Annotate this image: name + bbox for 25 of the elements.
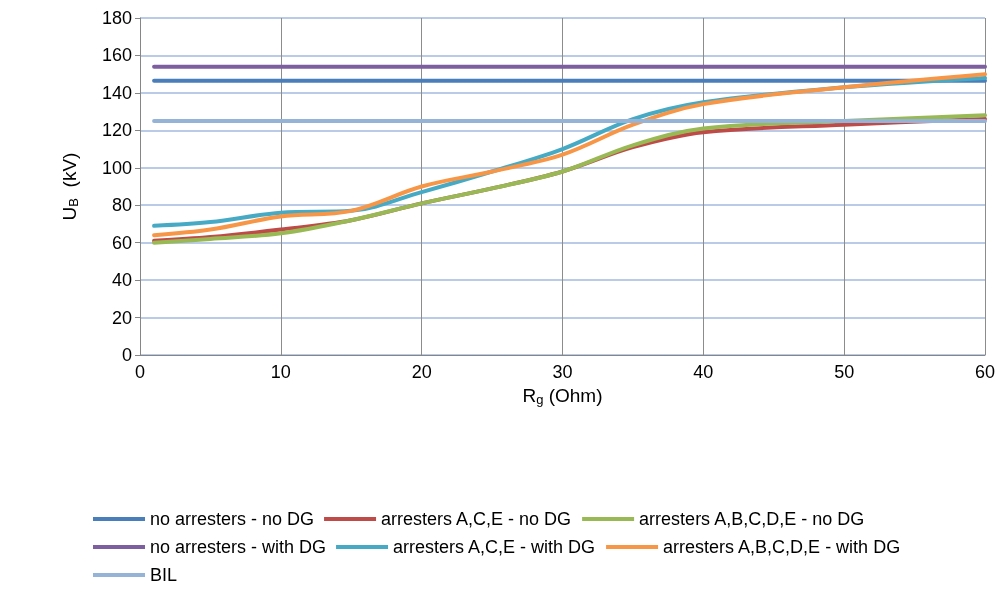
y-tick-label: 160 — [101, 45, 132, 66]
y-axis-title: UB (kV) — [59, 152, 81, 221]
legend-label: arresters A,B,C,D,E - with DG — [663, 537, 901, 557]
x-tick-label: 60 — [974, 362, 996, 382]
x-tick-label: 0 — [134, 362, 146, 382]
x-tick-label: 40 — [693, 362, 714, 382]
x-tick-label: 20 — [411, 362, 432, 382]
legend-label: arresters A,B,C,D,E - no DG — [639, 509, 865, 529]
legend-label: no arresters - no DG — [150, 509, 315, 529]
legend-label: arresters A,C,E - with DG — [393, 537, 596, 557]
x-tick-label: 10 — [270, 362, 291, 382]
y-tick-label: 120 — [101, 120, 132, 141]
y-tick-label: 60 — [111, 232, 132, 253]
y-tick-label: 80 — [111, 195, 132, 216]
legend-label: no arresters - with DG — [150, 537, 327, 557]
y-tick-label: 40 — [111, 270, 132, 291]
x-tick-label: 30 — [552, 362, 573, 382]
y-tick-label: 20 — [111, 307, 132, 328]
legend-label: BIL — [150, 565, 178, 585]
y-tick-label: 140 — [101, 82, 132, 103]
y-tick-label: 100 — [101, 157, 132, 178]
y-tick-label: 0 — [121, 345, 132, 365]
y-tick-label: 180 — [101, 8, 132, 28]
x-tick-label: 50 — [834, 362, 855, 382]
legend-label: arresters A,C,E - no DG — [381, 509, 572, 529]
